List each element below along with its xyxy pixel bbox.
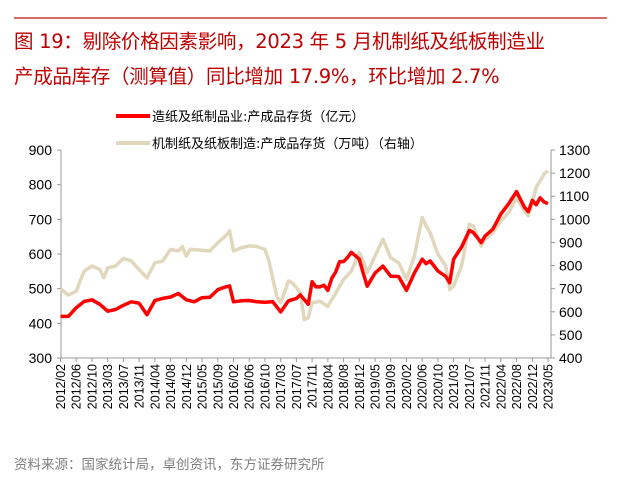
left-tick-label: 400 [29, 315, 53, 331]
x-tick-label: 2013/03 [101, 364, 115, 409]
x-tick-label: 2015/05 [196, 364, 210, 409]
source-note: 资料来源：国家统计局，卓创资讯，东方证券研究所 [14, 457, 325, 473]
right-tick-label: 1200 [559, 165, 590, 181]
right-tick-label: 1100 [559, 188, 589, 204]
left-tick-label: 800 [29, 177, 53, 193]
x-tick-label: 2018/04 [321, 364, 335, 409]
right-tick-label: 1300 [559, 142, 590, 158]
left-tick-label: 600 [29, 246, 53, 262]
legend-label-red: 造纸及纸制品业:产成品存货（亿元） [152, 109, 364, 125]
right-tick-label: 700 [559, 281, 583, 297]
x-tick-label: 2023/05 [542, 364, 556, 409]
x-tick-label: 2019/09 [384, 364, 398, 409]
x-tick-label: 2021/07 [463, 364, 477, 409]
left-tick-label: 700 [29, 211, 53, 227]
x-tick-label: 2016/02 [227, 364, 241, 409]
x-tick-label: 2022/04 [494, 364, 508, 409]
legend-label-beige: 机制纸及纸板制造:产成品存货（万吨）（右轴） [152, 136, 423, 152]
x-tick-label: 2012/02 [54, 364, 68, 409]
x-tick-label: 2014/08 [164, 364, 178, 409]
x-tick-label: 2021/03 [447, 364, 461, 409]
x-tick-label: 2016/10 [258, 364, 272, 409]
right-tick-label: 900 [559, 234, 583, 250]
x-tick-label: 2013/07 [117, 364, 131, 409]
x-tick-label: 2021/11 [479, 364, 493, 408]
x-tick-label: 2012/06 [70, 364, 84, 409]
x-tick-label: 2020/06 [416, 364, 430, 409]
x-tick-label: 2022/08 [510, 364, 524, 409]
left-tick-label: 900 [29, 142, 53, 158]
x-tick-label: 2017/07 [290, 364, 304, 409]
x-tick-label: 2014/04 [148, 364, 162, 409]
x-tick-label: 2012/10 [85, 364, 99, 409]
x-tick-label: 2013/11 [133, 364, 147, 408]
x-tick-label: 2017/11 [306, 364, 320, 408]
x-tick-label: 2022/12 [526, 364, 540, 409]
x-tick-label: 2018/12 [353, 364, 367, 409]
title-rule [14, 17, 607, 19]
x-tick-label: 2016/06 [243, 364, 257, 409]
chart-title-line1: 图 19：剔除价格因素影响，2023 年 5 月机制纸及纸板制造业 [14, 30, 545, 53]
left-tick-label: 300 [29, 350, 53, 366]
right-tick-label: 500 [559, 327, 583, 343]
series-line-red [60, 189, 549, 319]
right-tick-label: 600 [559, 304, 583, 320]
x-tick-label: 2020/02 [400, 364, 414, 409]
left-tick-label: 500 [29, 281, 53, 297]
x-tick-label: 2019/05 [369, 364, 383, 409]
x-tick-label: 2015/09 [211, 364, 225, 409]
x-tick-label: 2014/12 [180, 364, 194, 409]
series-line-beige [59, 169, 550, 322]
right-tick-label: 400 [559, 350, 583, 366]
chart-title-line2: 产成品库存（测算值）同比增加 17.9%，环比增加 2.7% [14, 65, 500, 88]
right-tick-label: 1000 [559, 211, 590, 227]
right-tick-label: 800 [559, 258, 583, 274]
x-tick-label: 2020/10 [431, 364, 445, 409]
x-tick-label: 2018/08 [337, 364, 351, 409]
x-tick-label: 2017/03 [274, 364, 288, 409]
legend: 造纸及纸制品业:产成品存货（亿元） 机制纸及纸板制造:产成品存货（万吨）（右轴） [116, 109, 423, 152]
